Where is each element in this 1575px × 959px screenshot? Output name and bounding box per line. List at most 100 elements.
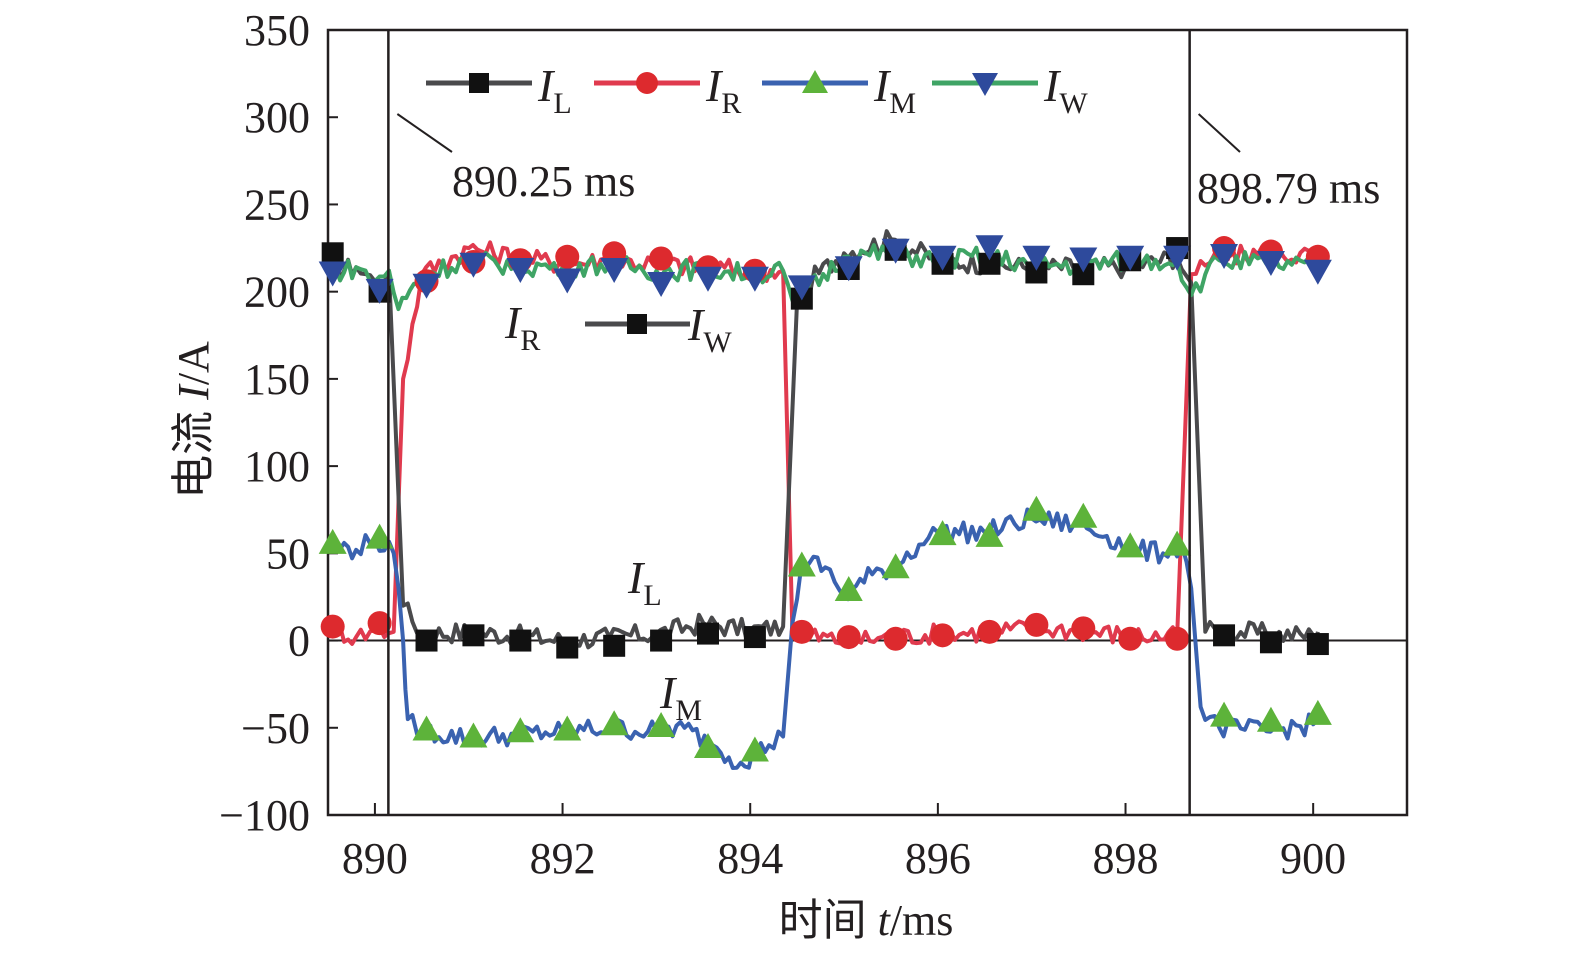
legend-marker-icon [802,70,828,93]
legend-marker-icon [972,73,998,96]
annotation-sub: M [675,694,702,727]
marker-i-w [1116,245,1145,271]
series-line-i-r [326,240,1320,647]
marker-i-r [836,625,861,650]
marker-i-r [367,611,392,636]
marker-i-w [834,256,863,282]
marker-i-w [1256,251,1285,277]
event-label: 890.25 ms [452,157,635,206]
marker-i-l [509,629,532,652]
marker-i-m [975,521,1004,547]
marker-i-w [928,245,957,271]
legend-label-main: I [873,60,892,111]
y-tick-label: −50 [241,704,310,753]
marker-i-l [1213,624,1236,647]
marker-i-w [506,257,535,283]
marker-i-r [320,614,345,639]
event-leader-line [1197,113,1241,153]
y-tick-label: 50 [266,529,310,578]
x-tick-label: 898 [1093,834,1159,883]
x-tick-label: 894 [717,834,783,883]
y-tick-label: −100 [219,791,310,840]
marker-i-m [1022,495,1051,521]
marker-i-w [693,266,722,292]
legend-label-main: I [705,60,724,111]
legend-label: IL [537,60,572,120]
marker-i-w [459,252,488,278]
marker-i-r [930,623,955,648]
series-line-i-m [326,507,1319,770]
marker-i-m [787,551,816,577]
marker-i-w [975,235,1004,261]
annotation-label: IM [659,667,702,727]
y-tick-label: 250 [244,180,310,229]
marker-i-l [321,242,344,265]
y-axis-title-unit: /A [169,341,218,385]
legend-label: IW [1043,60,1088,120]
marker-i-w [600,257,629,283]
marker-i-w [647,271,676,297]
legend-label: IM [873,60,916,120]
marker-i-l [696,622,719,645]
x-axis-title-var: t [878,896,892,945]
legend-item-i-r: IR [594,60,741,120]
marker-i-w [1303,259,1332,285]
legend-label-sub: R [721,87,741,120]
y-axis-title-cn: 电流 [169,400,218,499]
marker-i-w [787,275,816,301]
marker-i-m [740,736,769,762]
marker-i-m [881,553,910,579]
y-tick-label: 150 [244,355,310,404]
marker-i-r [977,619,1002,644]
marker-i-l [1072,263,1095,286]
marker-i-l [415,629,438,652]
annotation-sub: L [643,579,661,612]
marker-i-r [1118,626,1143,651]
legend-item-i-w: IW [932,60,1088,120]
y-tick-label: 350 [244,6,310,55]
marker-i-m [459,722,488,748]
marker-i-m [1210,701,1239,727]
legend-label-main: I [1043,60,1062,111]
marker-i-l [1025,261,1048,284]
x-tick-label: 890 [342,834,408,883]
annotation-sub: W [703,326,732,359]
marker-i-m [318,528,347,554]
marker-i-w [1069,247,1098,273]
marker-i-m [553,715,582,741]
legend: IL IR IM IW [426,60,1088,120]
annotation-connector-marker-icon [627,314,647,334]
legend-label-sub: W [1059,87,1088,120]
legend-item-i-l: IL [426,60,572,120]
marker-i-w [553,268,582,294]
marker-i-r [1165,626,1190,651]
series-line-i-l [326,229,1320,650]
ticks: −100 −50 0 50 100 150 200 250 300 350 890 892 894 896… [219,6,1346,883]
y-tick-label: 200 [244,268,310,317]
y-tick-label: 300 [244,93,310,142]
marker-i-r [883,626,908,651]
marker-i-m [647,712,676,738]
plot-frame [326,28,1409,817]
annotation-label: IR [504,297,540,357]
marker-i-l [1259,631,1282,654]
y-axis-title: 电流 I/A [169,341,218,499]
marker-i-m [1303,699,1332,725]
axes [326,28,1409,817]
x-axis-title-unit: /ms [890,896,954,945]
y-axis-title-var: I [169,383,218,401]
vlines-layer: 890.25 ms 898.79 ms [387,30,1380,815]
marker-i-r [555,244,580,269]
marker-i-w [318,261,347,287]
annotation-label: IW [687,299,732,359]
marker-i-w [740,266,769,292]
legend-item-i-m: IM [762,60,916,120]
marker-i-m [412,715,441,741]
marker-i-m [1256,706,1285,732]
marker-i-w [1163,245,1192,271]
marker-i-l [1306,633,1329,656]
legend-label: IR [705,60,741,120]
marker-i-m [1116,532,1145,558]
